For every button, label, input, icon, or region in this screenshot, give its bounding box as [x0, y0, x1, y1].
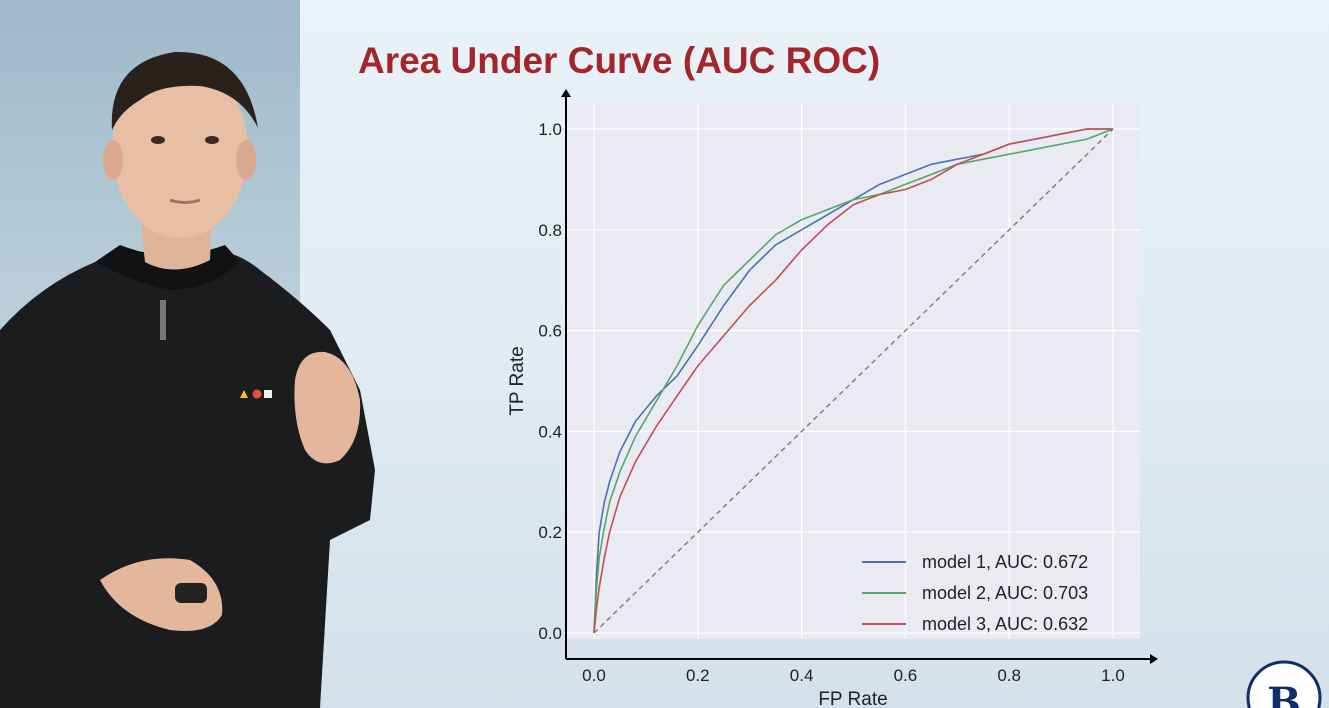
- legend-label-model-2: model 2, AUC: 0.703: [922, 583, 1088, 603]
- diagonal-reference-line: [593, 128, 1114, 634]
- legend: model 1, AUC: 0.672 model 2, AUC: 0.703 mo…: [862, 552, 1088, 634]
- x-tick-label: 0.8: [997, 666, 1021, 685]
- plot-area: [566, 103, 1140, 639]
- legend-label-model-3: model 3, AUC: 0.632: [922, 614, 1088, 634]
- roc-chart: 0.0 0.2 0.4 0.6 0.8 1.0 0.0 0.2 0.4 0.6 0.8 1.0 FP …: [507, 89, 1158, 708]
- slide-title: Area Under Curve (AUC ROC): [358, 40, 881, 81]
- x-tick-label: 1.0: [1101, 666, 1125, 685]
- y-axis-label: TP Rate: [507, 346, 528, 415]
- grid-lines: [566, 103, 1140, 639]
- x-axis-arrow: [1150, 654, 1158, 664]
- x-axis-label: FP Rate: [818, 689, 887, 708]
- y-tick-label: 0.4: [538, 422, 562, 441]
- y-tick-label: 1.0: [538, 120, 562, 139]
- legend-label-model-1: model 1, AUC: 0.672: [922, 552, 1088, 572]
- x-tick-label: 0.0: [582, 666, 606, 685]
- x-tick-label: 0.2: [686, 666, 710, 685]
- svg-text:В: В: [1267, 679, 1301, 708]
- y-tick-label: 0.6: [538, 322, 562, 341]
- y-tick-label: 0.8: [538, 221, 562, 240]
- y-tick-label: 0.0: [538, 624, 562, 643]
- presenter-figure: [0, 51, 375, 708]
- series-line-model-2: [593, 128, 1114, 634]
- y-tick-label: 0.2: [538, 523, 562, 542]
- university-logo: В: [1246, 660, 1322, 708]
- x-tick-label: 0.6: [894, 666, 918, 685]
- series-line-model-3: [593, 128, 1113, 634]
- series-lines: [593, 128, 1114, 634]
- y-axis-arrow: [561, 89, 571, 97]
- x-tick-label: 0.4: [790, 666, 814, 685]
- tick-labels: 0.0 0.2 0.4 0.6 0.8 1.0 0.0 0.2 0.4 0.6 0.8 1.0: [538, 120, 1124, 685]
